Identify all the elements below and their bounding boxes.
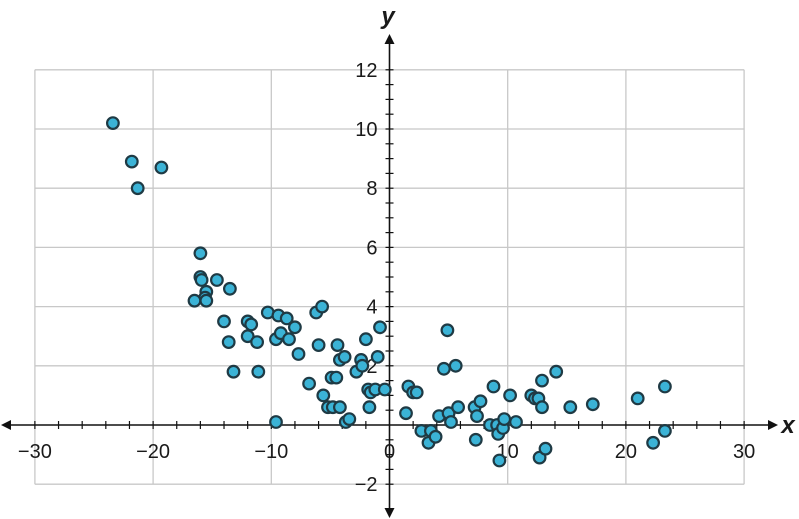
- data-point: [492, 453, 507, 468]
- data-point: [342, 412, 357, 427]
- data-point: [251, 364, 266, 379]
- data-point: [377, 382, 392, 397]
- x-tick-label: 20: [615, 441, 637, 463]
- data-point: [302, 376, 317, 391]
- data-point: [503, 388, 518, 403]
- data-point: [362, 400, 377, 415]
- x-tick-label: −20: [136, 441, 170, 463]
- data-point: [440, 323, 455, 338]
- data-point: [468, 432, 483, 447]
- data-point: [359, 332, 373, 347]
- data-point: [355, 358, 370, 373]
- data-point: [316, 388, 331, 403]
- data-point: [124, 154, 139, 169]
- data-point: [535, 400, 549, 415]
- data-point: [250, 335, 265, 350]
- data-point: [311, 338, 326, 353]
- data-point: [330, 338, 345, 353]
- data-point: [535, 373, 549, 388]
- data-point: [279, 311, 294, 326]
- data-point: [222, 281, 237, 296]
- ticks: [34, 69, 745, 485]
- data-point: [130, 181, 145, 196]
- data-point: [193, 246, 208, 261]
- data-point: [269, 415, 283, 429]
- data-point: [221, 335, 236, 350]
- data-point: [244, 317, 259, 332]
- data-point: [105, 116, 120, 130]
- x-axis-title: x: [779, 412, 796, 439]
- data-point: [217, 314, 231, 329]
- x-tick-label: −30: [18, 441, 52, 463]
- data-point: [470, 409, 484, 424]
- data-point: [399, 406, 413, 421]
- data-point: [497, 412, 512, 427]
- y-tick-label: −2: [355, 474, 378, 496]
- y-axis-title: y: [380, 3, 396, 30]
- y-tick-label: 8: [366, 178, 377, 200]
- data-point: [448, 358, 463, 373]
- data-point: [509, 415, 523, 429]
- data-point: [333, 400, 347, 415]
- data-point: [282, 332, 296, 347]
- data-point: [373, 320, 387, 335]
- x-tick-label: 30: [733, 441, 755, 463]
- data-point: [473, 394, 488, 409]
- y-tick-label: 4: [366, 297, 377, 319]
- data-point: [658, 379, 672, 394]
- y-tick-label: 6: [366, 237, 377, 259]
- data-point: [428, 429, 443, 444]
- y-tick-label: 10: [355, 119, 377, 141]
- data-point: [630, 391, 645, 406]
- data-point: [437, 361, 451, 376]
- data-point: [451, 400, 466, 415]
- data-point: [538, 441, 553, 456]
- data-point: [444, 415, 458, 429]
- y-tick-label: 2: [366, 356, 377, 378]
- data-point: [658, 424, 672, 438]
- data-point: [563, 400, 578, 415]
- x-tick-label: −10: [254, 441, 288, 463]
- data-point: [370, 350, 385, 364]
- data-point: [329, 370, 344, 385]
- data-point: [315, 299, 330, 314]
- data-point: [199, 293, 214, 308]
- data-point: [291, 347, 306, 361]
- data-points: [105, 116, 672, 468]
- data-point: [337, 350, 352, 364]
- data-point: [226, 364, 241, 379]
- data-point: [209, 273, 224, 287]
- y-tick-label: 12: [355, 60, 377, 82]
- data-point: [187, 293, 202, 308]
- data-point: [240, 329, 255, 344]
- data-point: [646, 435, 660, 450]
- data-point: [486, 379, 501, 394]
- data-point: [154, 160, 169, 175]
- data-point: [549, 364, 564, 379]
- data-point: [288, 320, 302, 335]
- x-tick-label: 0: [384, 441, 395, 463]
- data-point: [585, 397, 600, 412]
- data-point: [409, 385, 424, 400]
- data-point: [194, 273, 209, 287]
